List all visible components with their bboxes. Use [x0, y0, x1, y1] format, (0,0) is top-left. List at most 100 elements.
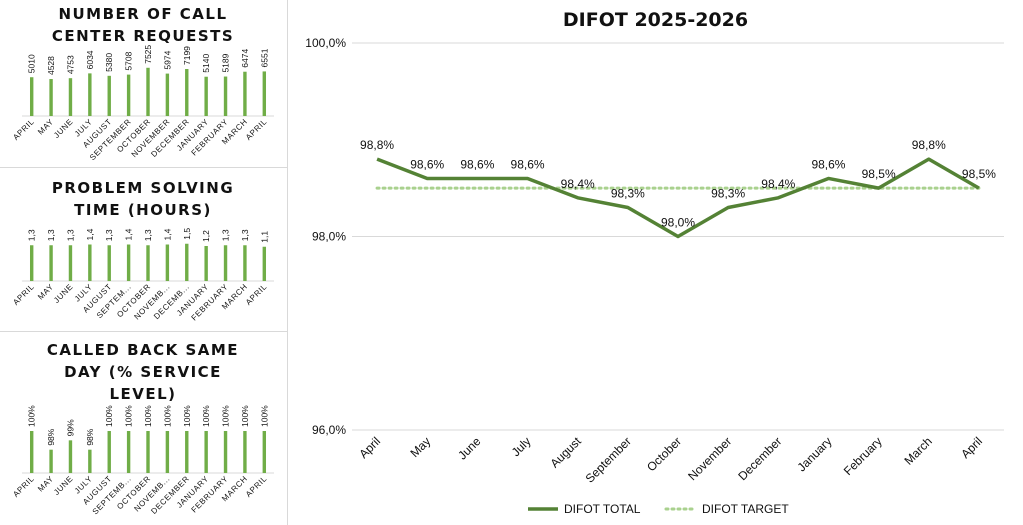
bar — [68, 78, 73, 116]
data-label: 1,3 — [221, 229, 231, 241]
data-label: 98,3% — [611, 186, 645, 200]
data-label: 98,6% — [460, 157, 494, 171]
y-tick-label: 100,0% — [305, 36, 346, 50]
bar — [262, 431, 267, 473]
data-label: 1,3 — [143, 229, 153, 241]
data-label: 98,6% — [811, 157, 845, 171]
bar — [165, 431, 170, 473]
category-label: APRIL — [11, 117, 36, 142]
bar — [262, 71, 267, 116]
bar — [262, 246, 267, 281]
data-label: 100% — [221, 405, 231, 427]
data-label: 98,4% — [761, 177, 795, 191]
bar — [185, 243, 189, 281]
data-label: 5708 — [124, 51, 134, 70]
data-label: 98,5% — [862, 167, 896, 181]
data-label: 7525 — [143, 45, 153, 64]
bar — [107, 245, 111, 281]
data-label: 98,6% — [410, 157, 444, 171]
bar — [88, 244, 92, 281]
x-tick-label: March — [901, 434, 934, 467]
problem-solving-title: PROBLEM SOLVING TIME (HOURS) — [51, 179, 235, 219]
category-label: APRIL — [11, 282, 36, 307]
x-tick-label: August — [547, 434, 584, 471]
data-label: 1,3 — [27, 229, 37, 241]
call-requests-panel: NUMBER OF CALL CENTER REQUESTS 5010 APRIL… — [0, 0, 286, 167]
x-tick-label: September — [583, 434, 634, 485]
data-label: 98% — [46, 428, 56, 445]
bar — [243, 431, 247, 473]
data-label: 1,3 — [46, 229, 56, 241]
data-label: 98,5% — [962, 167, 996, 181]
category-label: APRIL — [244, 282, 269, 307]
bar — [107, 75, 111, 116]
data-label: 98,0% — [661, 216, 695, 230]
data-label: 100% — [259, 405, 269, 427]
x-tick-label: June — [455, 434, 484, 463]
data-label: 99% — [65, 419, 75, 436]
data-label: 1,5 — [182, 228, 192, 240]
x-tick-label: October — [644, 434, 684, 474]
category-label: JUNE — [52, 117, 75, 140]
bar — [204, 246, 208, 281]
bar — [204, 76, 208, 116]
data-label: 1,3 — [104, 229, 114, 241]
category-label: APRIL — [11, 474, 36, 499]
bar — [146, 67, 150, 116]
bar — [49, 79, 53, 116]
x-tick-label: April — [958, 434, 985, 461]
difot-title: DIFOT 2025-2026 — [562, 9, 749, 31]
bar — [185, 69, 189, 116]
data-label: 100% — [240, 405, 250, 427]
problem-solving-panel: PROBLEM SOLVING TIME (HOURS) 1,3 APRIL 1,3… — [0, 168, 286, 331]
bar — [223, 431, 228, 473]
data-label: 98% — [85, 428, 95, 445]
data-label: 100% — [143, 405, 153, 427]
data-label: 100% — [104, 405, 114, 427]
bar — [29, 431, 34, 473]
called-back-panel: CALLED BACK SAME DAY (% SERVICE LEVEL) 1… — [0, 332, 286, 525]
bar — [204, 431, 208, 473]
bar — [165, 244, 170, 281]
data-label: 98,8% — [912, 138, 946, 152]
data-label: 1,4 — [85, 228, 95, 240]
category-label: JUNE — [52, 474, 75, 497]
data-label: 4528 — [46, 56, 56, 75]
data-label: 98,8% — [360, 138, 394, 152]
difot-total-line — [376, 157, 980, 239]
data-label: 1,3 — [240, 229, 250, 241]
panel-divider-vertical — [287, 0, 288, 525]
data-label: 5380 — [104, 53, 114, 72]
data-label: 4753 — [65, 55, 75, 74]
data-label: 5140 — [201, 54, 211, 73]
x-tick-label: February — [841, 434, 885, 478]
data-label: 100% — [182, 405, 192, 427]
category-label: APRIL — [244, 117, 269, 142]
problem-solving-chart: 1,3APRIL1,3MAY1,3JUNE1,4JULY1,3AUGUST1,4… — [11, 228, 274, 323]
bar — [146, 431, 150, 473]
called-back-title: CALLED BACK SAME DAY (% SERVICE LEVEL) — [46, 341, 240, 403]
data-label: 1,2 — [201, 230, 211, 242]
bar — [126, 74, 131, 116]
data-label: 98,4% — [561, 177, 595, 191]
data-label: 7199 — [182, 46, 192, 65]
bar — [146, 245, 150, 281]
data-label: 1,4 — [162, 228, 172, 240]
data-label: 100% — [27, 405, 37, 427]
data-label: 100% — [201, 405, 211, 427]
bar — [165, 73, 170, 116]
x-tick-label: April — [356, 434, 383, 461]
bar — [107, 431, 111, 473]
bar — [223, 245, 228, 281]
data-label: 98,6% — [511, 157, 545, 171]
x-tick-label: November — [685, 434, 734, 483]
panel-divider — [0, 167, 287, 168]
category-label: JUNE — [52, 282, 75, 305]
bar — [68, 245, 73, 281]
call-requests-title: NUMBER OF CALL CENTER REQUESTS — [51, 5, 235, 45]
y-tick-label: 98,0% — [312, 230, 346, 244]
called-back-chart: 100%APRIL98%MAY99%JUNE98%JULY100%AUGUST1… — [11, 405, 274, 516]
data-label: 1,4 — [124, 228, 134, 240]
bar — [29, 77, 34, 116]
data-label: 5010 — [27, 54, 37, 73]
